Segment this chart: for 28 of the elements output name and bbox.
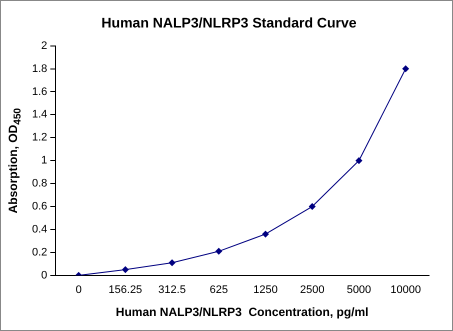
y-tick-label: 0.6 bbox=[32, 200, 48, 213]
x-tick-label: 2500 bbox=[300, 284, 324, 296]
point bbox=[308, 203, 316, 210]
x-tick-label: 5000 bbox=[346, 284, 372, 296]
y-tick-label: 0.4 bbox=[32, 224, 48, 236]
y-tick-label: 0 bbox=[41, 269, 48, 282]
y-tick-label: 1.2 bbox=[32, 132, 48, 144]
y-tick-label: 1.8 bbox=[32, 62, 48, 75]
point bbox=[355, 157, 362, 164]
point bbox=[122, 266, 129, 274]
x-tick-label: 1250 bbox=[253, 284, 278, 296]
x-tick-label: 156.25 bbox=[108, 284, 142, 296]
y-tick-label: 0.8 bbox=[32, 178, 48, 190]
x-tick-label: 10000 bbox=[390, 284, 421, 296]
point bbox=[262, 230, 270, 238]
y-tick-label: 1.6 bbox=[32, 86, 48, 98]
y-tick-label: 1 bbox=[41, 154, 48, 167]
x-tick-label: 0 bbox=[76, 284, 82, 296]
point bbox=[168, 259, 176, 266]
point bbox=[215, 248, 222, 255]
x-tick-label: 312.5 bbox=[158, 284, 186, 296]
point bbox=[402, 65, 410, 72]
y-tick-label: 2 bbox=[41, 40, 48, 52]
x-axis-title: Human NALP3/NLRP3 Concentration, pg/ml bbox=[116, 305, 368, 320]
chart-title: Human NALP3/NLRP3 Standard Curve bbox=[101, 14, 357, 30]
y-tick-label: 0.2 bbox=[32, 246, 48, 258]
y-tick-label: 1.4 bbox=[32, 108, 48, 121]
x-tick-label: 625 bbox=[210, 284, 228, 296]
